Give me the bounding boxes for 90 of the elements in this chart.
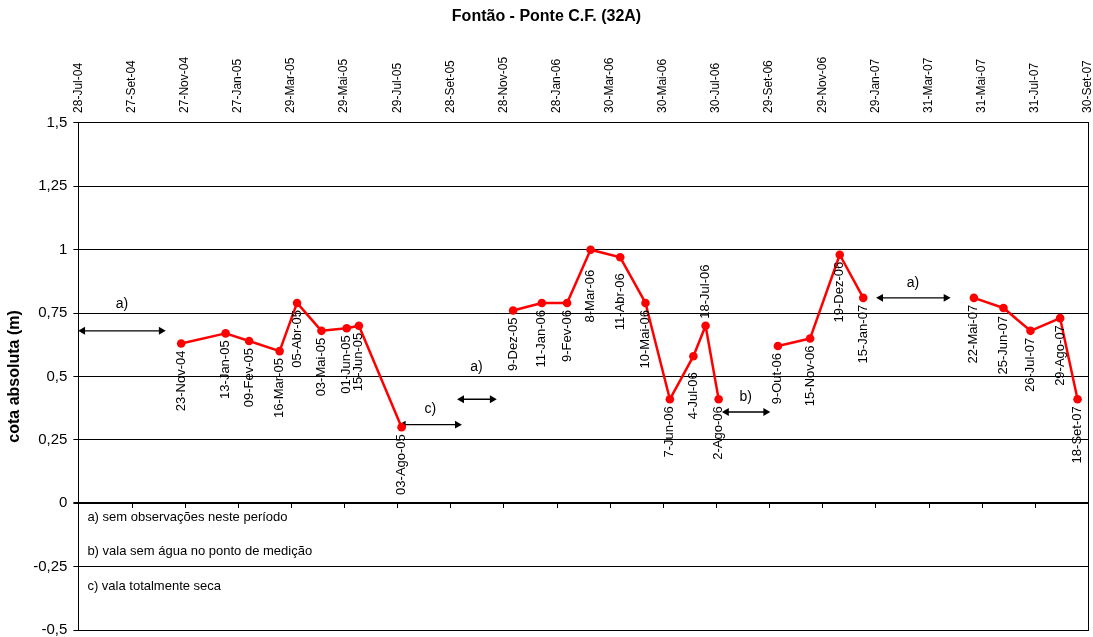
annotation: b) vala sem água no ponto de medição: [87, 543, 313, 559]
point: [508, 306, 518, 315]
point: [275, 346, 284, 356]
point: [244, 336, 254, 346]
data-label: 18-Set-07: [1069, 406, 1085, 464]
data-label: 23-Nov-04: [172, 350, 188, 412]
point: [1073, 394, 1082, 404]
x-tick-label: 27-Nov-04: [176, 56, 191, 113]
point: [999, 303, 1008, 313]
point: [701, 321, 710, 331]
data-label: 9-Dez-05: [504, 317, 520, 372]
annotation: a): [115, 294, 129, 311]
y-tick-label: 1,5: [46, 113, 68, 131]
point: [615, 253, 625, 262]
data-label: 18-Jul-06: [697, 264, 713, 319]
data-label: 13-Jan-05: [217, 340, 233, 399]
data-label: 9-Out-06: [769, 353, 785, 405]
data-label: 10-Mai-06: [637, 309, 653, 369]
x-tick-label: 30-Mai-06: [655, 58, 670, 113]
annotation: c) vala totalmente seca: [87, 577, 222, 593]
data-label: 7-Jun-06: [661, 406, 677, 458]
data-label: 19-Dez-06: [831, 261, 847, 323]
y-axis-title: cota absoluta (m): [5, 310, 23, 443]
data-label: 03-Mai-05: [313, 337, 329, 397]
point: [221, 329, 230, 338]
data-label: 22-Mai-07: [965, 304, 981, 364]
data-label: 03-Ago-05: [393, 434, 409, 495]
data-label: 11-Abr-06: [611, 273, 627, 331]
y-tick-label: -0,25: [33, 556, 68, 574]
x-tick-label: 29-Set-06: [761, 59, 776, 113]
point: [858, 293, 868, 303]
data-label: 25-Jun-07: [995, 316, 1011, 375]
x-tick-label: 30-Jul-06: [708, 62, 723, 113]
x-tick-label: 30-Set-07: [1080, 59, 1093, 113]
point: [641, 298, 650, 308]
data-label: 16-Mar-05: [271, 358, 287, 419]
point: [805, 334, 815, 343]
y-tick-label: 0: [59, 493, 68, 511]
x-tick-label: 29-Jan-07: [867, 58, 882, 113]
x-tick-label: 31-Mar-07: [920, 57, 935, 113]
y-tick-label: 0,5: [46, 366, 68, 384]
point: [317, 326, 326, 336]
point: [969, 293, 979, 303]
point: [562, 298, 572, 308]
annotation: a): [470, 358, 483, 375]
x-tick-label: 30-Mar-06: [602, 57, 617, 113]
point: [689, 351, 698, 361]
point: [714, 394, 723, 404]
data-label: 8-Mar-06: [582, 269, 598, 323]
data-label: 05-Abr-05: [288, 309, 304, 368]
y-tick-label: 1: [59, 239, 68, 257]
point: [292, 298, 302, 308]
x-tick-label: 28-Nov-05: [495, 56, 510, 113]
x-tick-label: 29-Jul-05: [389, 62, 404, 113]
data-label: 9-Fev-06: [558, 309, 574, 362]
x-tick-label: 31-Mai-07: [974, 58, 989, 113]
chart-title: Fontão - Ponte C.F. (32A): [451, 7, 642, 25]
y-tick-label: 0,75: [38, 303, 68, 321]
data-label: 26-Jul-07: [1022, 337, 1038, 393]
x-tick-label: 29-Nov-06: [814, 56, 829, 113]
x-tick-label: 27-Set-04: [123, 59, 138, 113]
annotation: b): [739, 387, 752, 404]
point: [1026, 326, 1035, 336]
point: [586, 245, 595, 254]
data-label: 09-Fev-05: [240, 347, 256, 408]
annotation: a) sem observações neste período: [87, 508, 288, 524]
point: [1055, 313, 1065, 323]
point: [773, 341, 783, 351]
data-label: 15-Nov-06: [801, 345, 817, 407]
point: [354, 321, 364, 331]
point: [537, 298, 547, 308]
data-label: 29-Ago-07: [1051, 325, 1067, 386]
point: [835, 250, 845, 260]
y-tick-label: 1,25: [38, 176, 68, 194]
data-label: 11-Jan-06: [533, 309, 549, 368]
y-tick-label: -0,5: [41, 620, 68, 637]
point: [342, 323, 351, 333]
annotation: c): [424, 400, 437, 417]
x-tick-label: 28-Jul-04: [70, 62, 85, 113]
x-tick-label: 27-Jan-05: [230, 58, 245, 113]
point: [665, 394, 675, 404]
annotation: a): [906, 273, 920, 290]
x-tick-label: 29-Mai-05: [336, 58, 351, 113]
x-tick-label: 28-Set-05: [442, 59, 457, 113]
data-label: 4-Jul-06: [684, 372, 700, 420]
x-tick-label: 29-Mar-05: [283, 57, 298, 113]
y-tick-label: 0,25: [38, 429, 68, 447]
x-tick-label: 28-Jan-06: [548, 58, 563, 113]
point: [176, 339, 186, 348]
x-tick-label: 31-Jul-07: [1027, 62, 1042, 113]
